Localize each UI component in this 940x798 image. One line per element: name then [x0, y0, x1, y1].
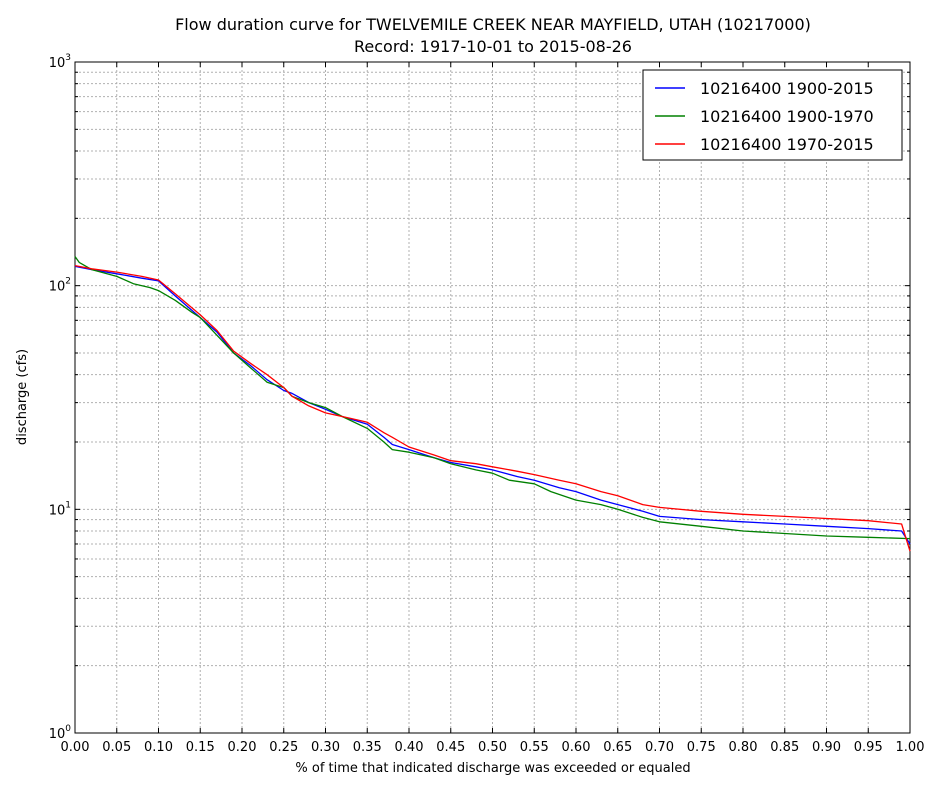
- x-tick-label: 1.00: [896, 740, 925, 755]
- x-tick-label: 0.25: [269, 740, 298, 755]
- x-tick-label: 0.30: [311, 740, 340, 755]
- chart-title: Flow duration curve for TWELVEMILE CREEK…: [175, 15, 811, 34]
- series-line-3: [74, 264, 911, 552]
- legend: 10216400 1900-2015 10216400 1900-1970 1021…: [642, 69, 903, 161]
- x-tick-label: 0.10: [144, 740, 173, 755]
- legend-box: [642, 69, 903, 161]
- x-tick-label: 0.45: [436, 740, 465, 755]
- x-tick-label: 0.95: [854, 740, 883, 755]
- y-tick-label: 100: [49, 724, 72, 742]
- x-tick-label: 0.00: [61, 740, 90, 755]
- x-tick-label: 0.40: [395, 740, 424, 755]
- x-tick-label: 0.60: [562, 740, 591, 755]
- y-tick-label: 103: [49, 53, 71, 71]
- chart-subtitle: Record: 1917-10-01 to 2015-08-26: [354, 37, 632, 56]
- x-tick-label: 0.55: [520, 740, 549, 755]
- legend-label-2: 10216400 1900-1970: [700, 107, 874, 126]
- y-tick-label: 102: [49, 277, 71, 295]
- x-tick-label: 0.85: [770, 740, 799, 755]
- grid-lines: [75, 62, 910, 733]
- x-tick-label: 0.05: [102, 740, 131, 755]
- x-tick-label: 0.70: [645, 740, 674, 755]
- x-tick-label: 0.90: [812, 740, 841, 755]
- x-tick-label: 0.65: [603, 740, 632, 755]
- legend-label-3: 10216400 1970-2015: [700, 135, 874, 154]
- y-axis-label: discharge (cfs): [15, 349, 30, 445]
- x-tick-label: 0.80: [729, 740, 758, 755]
- x-tick-label: 0.15: [186, 740, 215, 755]
- series-line-1: [74, 265, 911, 545]
- x-tick-label: 0.35: [353, 740, 382, 755]
- axis-ticks: 0.00 0.05 0.10 0.15 0.20 0.25 0.30 0.35 0.40 0.45…: [49, 53, 925, 755]
- x-tick-label: 0.50: [478, 740, 507, 755]
- x-axis-label: % of time that indicated discharge was e…: [295, 761, 690, 776]
- x-tick-label: 0.75: [687, 740, 716, 755]
- legend-label-1: 10216400 1900-2015: [700, 79, 874, 98]
- y-tick-label: 101: [49, 500, 71, 518]
- series-line-2: [74, 256, 911, 540]
- series-lines: [74, 256, 911, 552]
- x-tick-label: 0.20: [228, 740, 257, 755]
